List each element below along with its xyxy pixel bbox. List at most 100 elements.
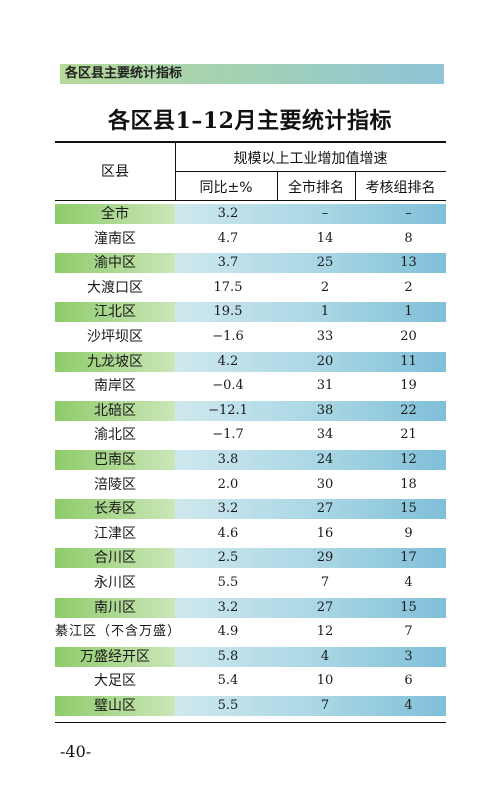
city-rank-cell: 38 xyxy=(316,402,334,418)
yoy-cell: 19.5 xyxy=(213,304,243,320)
group-rank-cell: 11 xyxy=(400,353,417,369)
yoy-cell: 3.7 xyxy=(217,255,239,271)
city-rank-cell: 29 xyxy=(316,550,334,566)
yoy-cell: 3.2 xyxy=(217,501,239,517)
group-rank-cell: 8 xyxy=(404,230,413,246)
yoy-cell: 17.5 xyxy=(213,279,243,295)
yoy-cell: 2.5 xyxy=(217,550,239,566)
group-rank-cell: 21 xyxy=(400,427,417,443)
table-row: 渝北区 −1.7 34 21 xyxy=(55,423,446,448)
district-cell: 江津区 xyxy=(94,525,136,542)
group-rank-cell: 4 xyxy=(404,574,413,590)
district-cell: 涪陵区 xyxy=(94,476,136,493)
table-row: 长寿区 3.2 27 15 xyxy=(55,497,446,522)
city-rank-cell: 27 xyxy=(316,599,334,615)
table-row: 南川区 3.2 27 15 xyxy=(55,596,446,621)
city-rank-cell: 2 xyxy=(320,279,330,295)
row-band xyxy=(175,695,446,716)
district-cell: 大渡口区 xyxy=(87,279,143,296)
page-number: -40- xyxy=(60,742,92,761)
row-band xyxy=(175,548,446,569)
group-rank-cell: 4 xyxy=(404,697,413,713)
yoy-cell: −0.4 xyxy=(212,378,244,394)
yoy-cell: 5.5 xyxy=(217,697,239,713)
row-band xyxy=(175,646,446,667)
district-cell: 巴南区 xyxy=(55,449,175,470)
district-cell: 南川区 xyxy=(55,597,175,618)
table-row: 潼南区 4.7 14 8 xyxy=(55,227,446,252)
table-row: 涪陵区 2.0 30 18 xyxy=(55,473,446,498)
district-cell: 江北区 xyxy=(55,302,175,323)
yoy-cell: 4.9 xyxy=(217,624,239,640)
yoy-cell: 4.2 xyxy=(217,353,239,369)
header-divider xyxy=(277,171,278,200)
district-cell: 九龙坡区 xyxy=(55,351,175,372)
group-rank-cell: 12 xyxy=(400,451,417,467)
group-rank-cell: 6 xyxy=(404,673,413,689)
city-rank-cell: 1 xyxy=(320,304,330,320)
yoy-cell: −1.7 xyxy=(212,427,244,443)
district-cell: 渝中区 xyxy=(55,253,175,274)
city-rank-cell: 16 xyxy=(316,525,334,541)
group-rank-cell: 3 xyxy=(404,648,413,664)
district-cell: 合川区 xyxy=(55,548,175,569)
table-row: 璧山区 5.5 7 4 xyxy=(55,694,446,719)
table-row: 九龙坡区 4.2 20 11 xyxy=(55,350,446,375)
section-header-label: 各区县主要统计指标 xyxy=(65,66,183,81)
city-rank-cell: 12 xyxy=(316,624,334,640)
city-rank-cell: 33 xyxy=(316,328,334,344)
table-row: 巴南区 3.8 24 12 xyxy=(55,448,446,473)
row-band xyxy=(175,499,446,520)
group-rank-cell: 7 xyxy=(404,624,413,640)
row-band xyxy=(175,253,446,274)
group-rank-cell: 1 xyxy=(404,304,413,320)
group-rank-cell: 17 xyxy=(400,550,417,566)
city-rank-cell: 24 xyxy=(316,451,334,467)
row-band xyxy=(175,597,446,618)
district-cell: 永川区 xyxy=(94,574,136,591)
column-header-district: 区县 xyxy=(101,164,129,180)
section-header-bar xyxy=(60,64,444,84)
yoy-cell: 4.6 xyxy=(217,525,239,541)
yoy-cell: −1.6 xyxy=(212,328,244,344)
city-rank-cell: 7 xyxy=(320,574,330,590)
city-rank-cell: 7 xyxy=(320,697,330,713)
table-body: 全市 3.2– – 潼南区 4.7 14 8 渝中区 3.7 25 13 大渡口区 17.5 2 2 江北区 1… xyxy=(55,202,446,720)
row-band xyxy=(175,351,446,372)
district-cell: 长寿区 xyxy=(55,499,175,520)
column-header-city-rank: 全市排名 xyxy=(288,180,344,196)
district-cell: 南岸区 xyxy=(94,378,136,395)
column-header-group-rank: 考核组排名 xyxy=(365,180,436,196)
city-rank-cell: 25 xyxy=(316,255,334,271)
yoy-cell: 2.0 xyxy=(217,476,239,492)
district-cell: 渝北区 xyxy=(94,427,136,444)
row-band xyxy=(175,449,446,470)
district-cell: 璧山区 xyxy=(55,695,175,716)
district-cell: 綦江区（不含万盛） xyxy=(55,624,182,640)
yoy-cell: 3.2 xyxy=(217,599,239,615)
city-rank-cell: 14 xyxy=(316,230,334,246)
table-row: 大足区 5.4 10 6 xyxy=(55,669,446,694)
district-cell: 沙坪坝区 xyxy=(87,328,143,345)
group-rank-cell: 19 xyxy=(400,378,417,394)
yoy-cell: 3.2 xyxy=(217,206,239,221)
header-divider xyxy=(355,171,356,200)
row-band xyxy=(175,302,446,323)
group-rank-cell: 2 xyxy=(404,279,413,295)
table-row: 全市 3.2 – – xyxy=(55,202,446,227)
group-rank-cell: 18 xyxy=(400,476,417,492)
row-band xyxy=(175,400,446,421)
district-cell: 北碚区 xyxy=(55,400,175,421)
group-rank-cell: – xyxy=(405,206,412,221)
city-rank-cell: 31 xyxy=(316,378,334,394)
yoy-cell: 5.8 xyxy=(217,648,239,664)
yoy-cell: 5.5 xyxy=(217,574,239,590)
column-group-header: 规模以上工业增加值增速 xyxy=(233,151,388,167)
yoy-cell: 3.8 xyxy=(217,451,239,467)
district-cell: 全市 xyxy=(55,204,175,224)
table-row: 江北区 19.5 1 1 xyxy=(55,300,446,325)
header-divider xyxy=(175,171,446,172)
city-rank-cell: 34 xyxy=(316,427,334,443)
table-row: 南岸区 −0.4 31 19 xyxy=(55,374,446,399)
table-header-rule xyxy=(55,200,446,201)
